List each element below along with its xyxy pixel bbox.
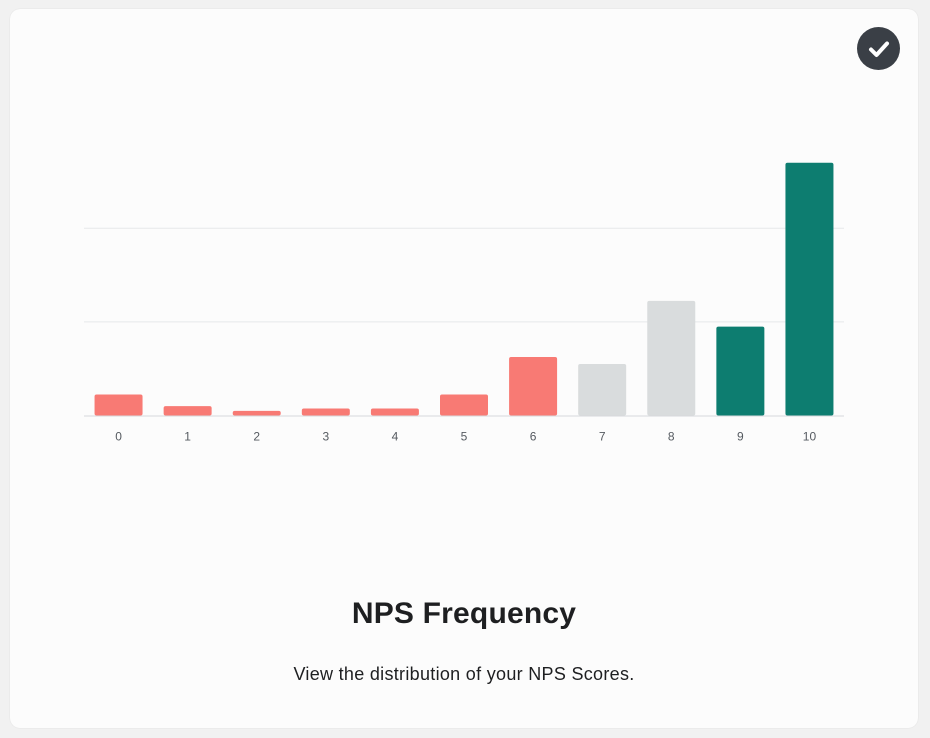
x-tick-label: 4 <box>392 430 399 444</box>
x-tick-label: 2 <box>253 430 260 444</box>
bar-score-3[interactable] <box>301 408 350 416</box>
nps-bar-chart: 0 1 2 3 4 5 6 7 8 9 10 <box>84 162 844 444</box>
card-subtitle: View the distribution of your NPS Scores… <box>293 664 635 684</box>
checkmark-icon <box>868 41 889 57</box>
card-title: NPS Frequency <box>351 597 577 630</box>
x-tick-label: 10 <box>803 430 817 444</box>
x-tick-label: 7 <box>599 430 606 444</box>
nps-frequency-card[interactable]: 0 1 2 3 4 5 6 7 8 9 10 NPS Frequency View the dist… <box>10 9 918 728</box>
bar-score-10[interactable] <box>785 162 834 416</box>
x-tick-label: 9 <box>737 430 744 444</box>
bar-score-8[interactable] <box>647 300 696 416</box>
x-tick-label: 1 <box>184 430 191 444</box>
bar-score-4[interactable] <box>370 408 419 416</box>
x-tick-label: 6 <box>530 430 537 444</box>
x-tick-label: 5 <box>461 430 468 444</box>
bar-score-5[interactable] <box>440 394 488 416</box>
x-tick-label: 3 <box>322 430 329 444</box>
bar-score-7[interactable] <box>578 364 627 416</box>
bar-score-0[interactable] <box>94 394 143 416</box>
x-tick-label: 0 <box>115 430 122 444</box>
bar-score-9[interactable] <box>716 326 765 416</box>
bar-score-2[interactable] <box>232 410 281 416</box>
x-tick-label: 8 <box>668 430 675 444</box>
checkmark-circle-icon[interactable] <box>857 27 900 70</box>
bar-score-1[interactable] <box>163 406 212 416</box>
bar-score-6[interactable] <box>509 357 558 416</box>
